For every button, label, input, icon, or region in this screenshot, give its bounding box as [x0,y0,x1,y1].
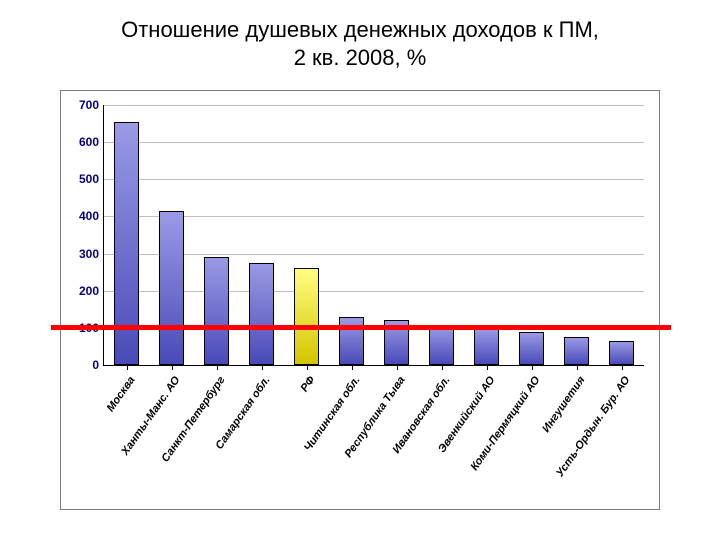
x-tick-label: Эвенкийский АО [395,371,499,512]
bar [519,332,544,365]
x-tick [127,365,128,370]
x-tick [172,365,173,370]
gridline [104,179,644,180]
bar [294,268,319,365]
bar [339,317,364,365]
bar [204,257,229,365]
bar [474,328,499,365]
x-tick-label: Ханты-Манс. АО [80,371,184,512]
x-tick-label: Санкт-Петербург [125,371,229,512]
y-tick-label: 600 [71,135,99,149]
gridline [104,254,644,255]
x-tick [262,365,263,370]
bar [429,326,454,365]
title-line-2: 2 кв. 2008, % [294,45,427,70]
y-tick-label: 400 [71,209,99,223]
y-tick-label: 700 [71,98,99,112]
x-tick-label: Коми-Пермяцкий АО [440,371,544,512]
bar [609,341,634,365]
gridline [104,291,644,292]
x-tick [217,365,218,370]
x-tick [442,365,443,370]
x-tick [577,365,578,370]
chart-frame: 0100200300400500600700 МоскваХанты-Манс.… [60,90,660,510]
gridline [104,142,644,143]
x-tick-label: Самарская обл. [170,371,274,512]
bar [564,337,589,365]
x-tick [487,365,488,370]
chart-title: Отношение душевых денежных доходов к ПМ,… [0,16,720,71]
x-tick [307,365,308,370]
title-line-1: Отношение душевых денежных доходов к ПМ, [121,17,599,42]
x-tick [532,365,533,370]
x-tick-label: Ивановская обл. [350,371,454,512]
x-tick-label: Читинская обл. [260,371,364,512]
x-tick-label: Усть-Ордын. Бур. АО [530,371,634,512]
bar [159,211,184,365]
bar [249,263,274,365]
x-tick [622,365,623,370]
gridline [104,216,644,217]
x-tick [352,365,353,370]
y-tick-label: 500 [71,172,99,186]
y-tick-label: 300 [71,247,99,261]
x-tick-label: Республика Тыва [305,371,409,512]
y-tick-label: 0 [71,358,99,372]
gridline [104,105,644,106]
y-tick-label: 200 [71,284,99,298]
x-tick-label: Москва [35,371,139,512]
reference-line [51,325,671,330]
x-tick-label: РФ [215,371,319,512]
page: Отношение душевых денежных доходов к ПМ,… [0,0,720,540]
x-tick-label: Ингушетия [485,371,589,512]
x-tick [397,365,398,370]
